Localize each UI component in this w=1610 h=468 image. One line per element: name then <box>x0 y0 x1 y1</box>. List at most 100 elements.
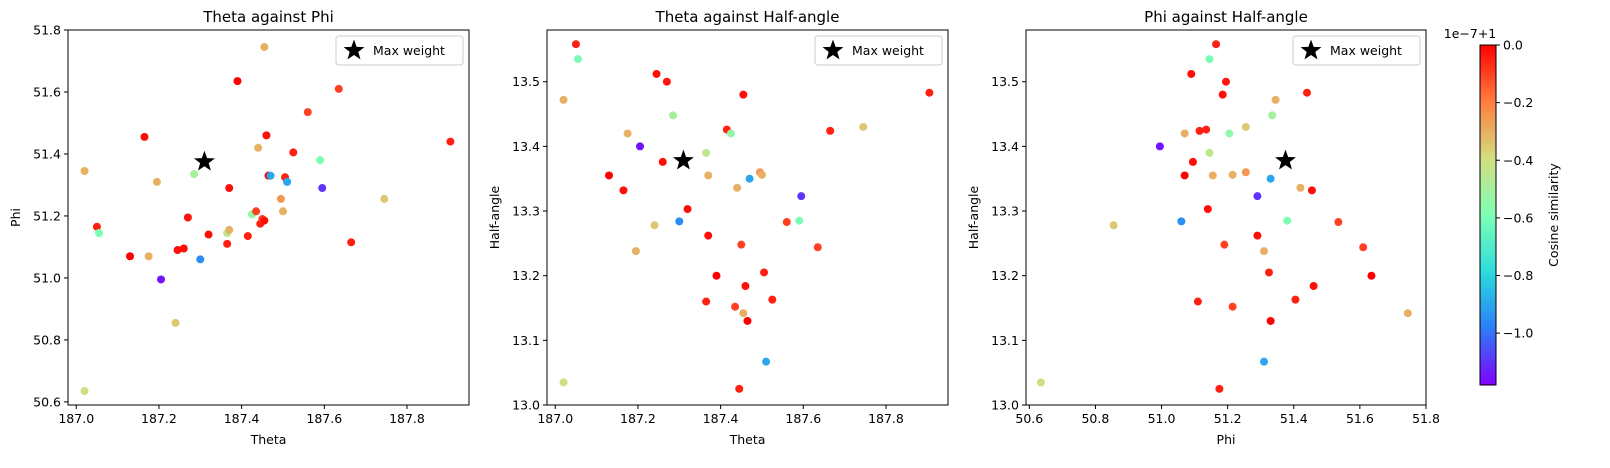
x-tick-label: 187.2 <box>141 411 177 426</box>
data-point <box>712 271 721 280</box>
data-point <box>80 167 89 176</box>
data-point <box>254 143 263 152</box>
data-point <box>225 184 234 193</box>
data-point <box>559 95 568 104</box>
data-point <box>1296 183 1305 192</box>
data-point <box>619 186 628 195</box>
x-tick-label: 50.8 <box>1081 411 1109 426</box>
x-axis-label: Theta <box>250 432 287 447</box>
y-tick-label: 13.0 <box>991 398 1019 413</box>
data-point <box>559 378 568 387</box>
data-point <box>741 282 750 291</box>
x-tick-label: 50.6 <box>1015 411 1043 426</box>
x-tick-label: 187.2 <box>620 411 656 426</box>
data-point <box>1187 69 1196 78</box>
points-group <box>80 43 455 396</box>
data-point <box>1307 186 1316 195</box>
data-point <box>196 255 205 264</box>
data-point <box>726 129 735 138</box>
x-tick-label: 187.6 <box>306 411 342 426</box>
data-point <box>1188 157 1197 166</box>
data-point <box>1266 316 1275 325</box>
legend-label: Max weight <box>852 43 924 58</box>
legend-star-icon <box>343 39 365 60</box>
data-point <box>1203 205 1212 214</box>
x-tick-label: 187.4 <box>703 411 739 426</box>
y-axis-label: Half-angle <box>487 185 502 249</box>
data-point <box>760 268 769 277</box>
data-point <box>1228 302 1237 311</box>
data-point <box>739 309 748 318</box>
data-point <box>702 297 711 306</box>
y-tick-label: 13.4 <box>991 139 1019 154</box>
panel-title: Phi against Half-angle <box>1144 8 1308 26</box>
data-point <box>347 238 356 247</box>
x-tick-label: 187.0 <box>58 411 94 426</box>
data-point <box>704 171 713 180</box>
x-tick-label: 51.4 <box>1280 411 1308 426</box>
data-point <box>1260 357 1269 366</box>
colorbar-label: Cosine similarity <box>1546 163 1561 267</box>
data-point <box>826 126 835 135</box>
data-point <box>733 183 742 192</box>
data-point <box>1180 129 1189 138</box>
data-point <box>1253 192 1262 201</box>
data-point <box>739 90 748 99</box>
x-tick-label: 187.8 <box>389 411 425 426</box>
data-point <box>669 111 678 120</box>
data-point <box>737 240 746 249</box>
data-point <box>260 43 269 52</box>
data-point <box>813 243 822 252</box>
data-point <box>262 131 271 140</box>
data-point <box>1222 77 1230 86</box>
legend: Max weight <box>814 35 943 66</box>
data-point <box>1212 40 1221 49</box>
data-point <box>316 156 325 165</box>
data-point <box>757 170 766 179</box>
data-point <box>1271 95 1280 104</box>
data-point <box>1309 282 1318 291</box>
y-tick-label: 50.6 <box>33 394 61 409</box>
colorbar-tick-label: −0.4 <box>1503 153 1533 168</box>
data-point <box>92 222 101 231</box>
x-tick-label: 51.2 <box>1214 411 1242 426</box>
panel-2: Theta against Half-angle 187.0 187.2 187.4 1… <box>487 8 949 447</box>
colorbar-tick-label: −0.2 <box>1503 95 1533 110</box>
data-point <box>658 157 667 166</box>
data-point <box>126 252 135 261</box>
data-point <box>745 174 754 183</box>
data-point <box>1202 125 1211 134</box>
x-tick-label: 187.8 <box>868 411 904 426</box>
panel-title: Theta against Phi <box>202 8 334 26</box>
y-tick-label: 13.3 <box>512 204 540 219</box>
data-point <box>289 148 298 157</box>
legend-label: Max weight <box>1330 43 1402 58</box>
colorbar: 0.0 −0.2 −0.4 −0.6 −0.8 −1.0 1e−7+1 Cosine si… <box>1444 26 1561 386</box>
data-point <box>1253 231 1262 240</box>
colorbar-offset-text: 1e−7+1 <box>1444 26 1497 41</box>
data-point <box>283 177 292 186</box>
data-point <box>1403 309 1412 318</box>
data-point <box>1036 378 1045 387</box>
data-point <box>1177 217 1186 226</box>
data-point <box>797 192 806 201</box>
data-point <box>631 247 640 256</box>
data-point <box>795 216 804 225</box>
data-point <box>266 171 275 180</box>
data-point <box>223 239 232 248</box>
data-point <box>652 69 661 78</box>
x-axis-label: Phi <box>1217 432 1236 447</box>
data-point <box>152 177 161 186</box>
data-point <box>1283 216 1292 225</box>
data-point <box>318 184 327 193</box>
y-tick-label: 13.3 <box>991 204 1019 219</box>
y-axis-label: Phi <box>8 208 23 227</box>
y-tick-label: 50.8 <box>33 332 61 347</box>
data-point <box>1225 129 1234 138</box>
x-axis-label: Theta <box>729 432 766 447</box>
y-tick-label: 51.6 <box>33 84 61 99</box>
panel-1: Theta against Phi 187.0 187.2 187.4 187.6 187… <box>8 8 470 447</box>
data-point <box>1195 126 1204 135</box>
data-point <box>782 218 791 227</box>
data-point <box>260 216 269 225</box>
